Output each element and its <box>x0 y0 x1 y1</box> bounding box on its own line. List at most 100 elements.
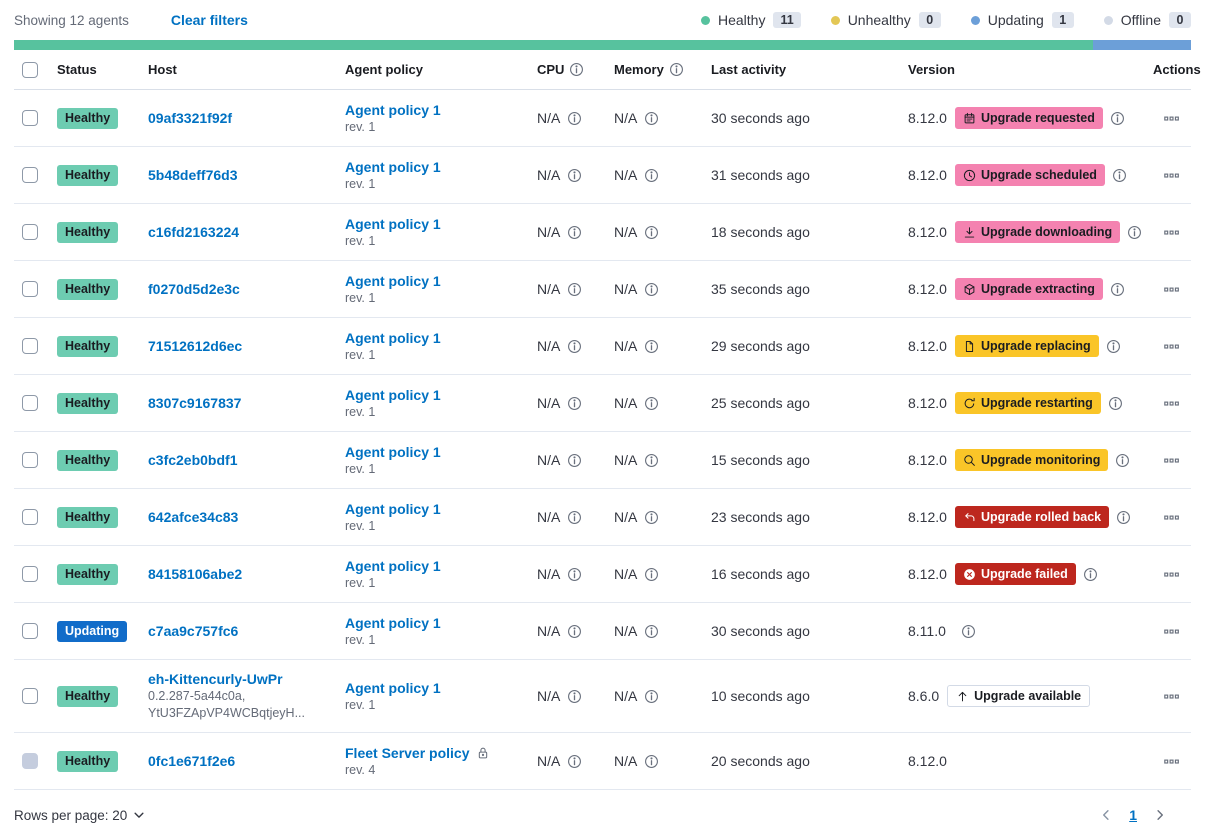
host-link[interactable]: f0270d5d2e3c <box>148 281 240 297</box>
boxes-horizontal-icon <box>1163 452 1180 469</box>
info-icon[interactable] <box>644 453 659 468</box>
row-checkbox[interactable] <box>22 623 38 639</box>
host-link[interactable]: eh-Kittencurly-UwPr <box>148 671 283 687</box>
agent-policy-link[interactable]: Agent policy 1 <box>345 387 441 403</box>
info-icon[interactable] <box>567 396 582 411</box>
info-icon[interactable] <box>1112 168 1127 183</box>
info-icon[interactable] <box>567 567 582 582</box>
info-icon[interactable] <box>567 754 582 769</box>
row-actions-button[interactable] <box>1161 279 1182 300</box>
row-checkbox[interactable] <box>22 509 38 525</box>
info-icon[interactable] <box>644 754 659 769</box>
row-checkbox[interactable] <box>22 224 38 240</box>
row-checkbox[interactable] <box>22 281 38 297</box>
row-actions-button[interactable] <box>1161 686 1182 707</box>
page-number[interactable]: 1 <box>1129 807 1137 823</box>
info-icon[interactable] <box>1116 510 1131 525</box>
row-actions-button[interactable] <box>1161 450 1182 471</box>
host-link[interactable]: c3fc2eb0bdf1 <box>148 452 238 468</box>
info-icon[interactable] <box>644 168 659 183</box>
info-icon[interactable] <box>1108 396 1123 411</box>
info-icon[interactable] <box>644 689 659 704</box>
host-link[interactable]: 09af3321f92f <box>148 110 233 126</box>
info-icon[interactable] <box>1110 282 1125 297</box>
info-icon[interactable] <box>644 567 659 582</box>
host-link[interactable]: 71512612d6ec <box>148 338 243 354</box>
info-icon[interactable] <box>961 624 976 639</box>
rows-per-page-control[interactable]: Rows per page: 20 <box>14 808 146 823</box>
cpu-info-icon[interactable] <box>569 62 584 77</box>
info-icon[interactable] <box>644 339 659 354</box>
agent-policy-link[interactable]: Agent policy 1 <box>345 273 441 289</box>
info-icon[interactable] <box>1115 453 1130 468</box>
agent-policy-link[interactable]: Fleet Server policy <box>345 745 470 761</box>
info-icon[interactable] <box>644 111 659 126</box>
row-actions-button[interactable] <box>1161 621 1182 642</box>
info-icon[interactable] <box>644 396 659 411</box>
policy-line: Agent policy 1 <box>345 501 441 517</box>
info-icon[interactable] <box>567 339 582 354</box>
info-icon[interactable] <box>644 225 659 240</box>
host-link[interactable]: 5b48deff76d3 <box>148 167 238 183</box>
agent-policy-link[interactable]: Agent policy 1 <box>345 444 441 460</box>
info-icon[interactable] <box>1106 339 1121 354</box>
agent-policy-link[interactable]: Agent policy 1 <box>345 501 441 517</box>
agent-policy-link[interactable]: Agent policy 1 <box>345 330 441 346</box>
row-checkbox[interactable] <box>22 566 38 582</box>
row-actions-button[interactable] <box>1161 751 1182 772</box>
row-host-cell: 0fc1e671f2e6 <box>148 753 345 769</box>
agent-policy-link[interactable]: Agent policy 1 <box>345 159 441 175</box>
host-link[interactable]: c7aa9c757fc6 <box>148 623 239 639</box>
row-actions-button[interactable] <box>1161 108 1182 129</box>
host-link[interactable]: c16fd2163224 <box>148 224 240 240</box>
row-actions-button[interactable] <box>1161 393 1182 414</box>
row-host-cell: eh-Kittencurly-UwPr 0.2.287-5a44c0a, YtU3F… <box>148 671 345 721</box>
chevron-left-icon[interactable] <box>1099 808 1113 822</box>
info-icon[interactable] <box>567 282 582 297</box>
row-actions-button[interactable] <box>1161 165 1182 186</box>
info-icon[interactable] <box>644 510 659 525</box>
upgrade-status-badge: Upgrade restarting <box>954 392 1101 414</box>
agent-policy-link[interactable]: Agent policy 1 <box>345 680 441 696</box>
clear-filters-link[interactable]: Clear filters <box>170 12 248 28</box>
row-checkbox[interactable] <box>22 338 38 354</box>
info-icon[interactable] <box>1110 111 1125 126</box>
row-checkbox[interactable] <box>22 688 38 704</box>
legend-label: Healthy <box>718 12 766 28</box>
row-checkbox[interactable] <box>22 167 38 183</box>
boxes-horizontal-icon <box>1163 110 1180 127</box>
select-all-checkbox[interactable] <box>22 61 38 78</box>
memory-info-icon[interactable] <box>669 62 684 77</box>
policy-block: Agent policy 1 rev. 1 <box>345 680 441 712</box>
row-actions-button[interactable] <box>1161 564 1182 585</box>
info-icon[interactable] <box>567 168 582 183</box>
host-link[interactable]: 642afce34c83 <box>148 509 239 525</box>
info-icon[interactable] <box>567 225 582 240</box>
row-actions-button[interactable] <box>1161 507 1182 528</box>
agent-policy-link[interactable]: Agent policy 1 <box>345 615 441 631</box>
info-icon[interactable] <box>1127 225 1142 240</box>
info-icon[interactable] <box>644 282 659 297</box>
host-link[interactable]: 8307c9167837 <box>148 395 242 411</box>
row-actions-button[interactable] <box>1161 336 1182 357</box>
info-icon[interactable] <box>567 510 582 525</box>
policy-revision: rev. 1 <box>345 405 376 419</box>
agent-policy-link[interactable]: Agent policy 1 <box>345 102 441 118</box>
cpu-value: N/A <box>537 623 561 639</box>
row-checkbox[interactable] <box>22 452 38 468</box>
info-icon[interactable] <box>567 453 582 468</box>
row-checkbox[interactable] <box>22 395 38 411</box>
agent-policy-link[interactable]: Agent policy 1 <box>345 216 441 232</box>
info-icon[interactable] <box>567 111 582 126</box>
info-icon[interactable] <box>567 624 582 639</box>
row-actions-button[interactable] <box>1161 222 1182 243</box>
agent-policy-link[interactable]: Agent policy 1 <box>345 558 441 574</box>
info-icon[interactable] <box>567 689 582 704</box>
chevron-right-icon[interactable] <box>1153 808 1167 822</box>
info-icon[interactable] <box>1083 567 1098 582</box>
host-link[interactable]: 84158106abe2 <box>148 566 243 582</box>
host-link[interactable]: 0fc1e671f2e6 <box>148 753 236 769</box>
upgrade-status-label: Upgrade rolled back <box>980 510 1102 524</box>
info-icon[interactable] <box>644 624 659 639</box>
row-checkbox[interactable] <box>22 110 38 126</box>
